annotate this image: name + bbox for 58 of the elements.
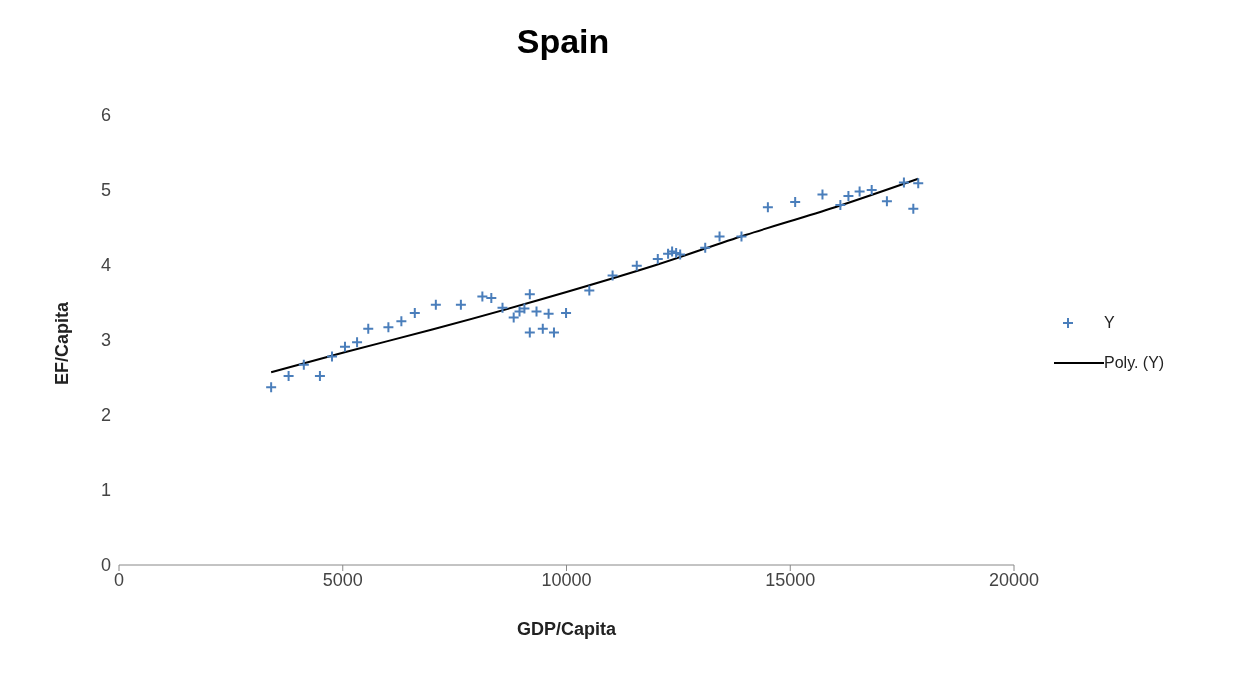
point [523, 326, 536, 339]
y-tick-label: 0 [100, 555, 111, 576]
point [713, 230, 726, 243]
point [395, 315, 408, 328]
point [651, 253, 664, 265]
point [853, 185, 866, 198]
y-tick-label: 3 [100, 330, 111, 351]
point [265, 381, 278, 394]
point [507, 311, 520, 324]
point [761, 201, 774, 214]
y-tick-label: 6 [100, 105, 111, 126]
point [282, 370, 295, 382]
point [523, 288, 536, 301]
point [429, 298, 442, 311]
point [789, 196, 802, 208]
point [530, 305, 543, 318]
legend-label: Y [1104, 314, 1115, 332]
point [907, 202, 920, 215]
point [485, 292, 498, 304]
line-series [270, 177, 920, 374]
legend-label: Poly. (Y) [1104, 354, 1165, 372]
x-tick-label: 10000 [541, 569, 592, 590]
point [313, 370, 326, 382]
point [842, 190, 855, 202]
point [542, 307, 555, 320]
point [583, 284, 596, 297]
x-tick-label: 20000 [988, 569, 1040, 590]
point [912, 177, 925, 190]
point [560, 307, 573, 319]
y-tick-label: 1 [100, 480, 111, 501]
point [606, 269, 619, 282]
point [476, 290, 489, 303]
x-tick-label: 5000 [322, 569, 363, 590]
y-axis-title: EF/Capita [52, 301, 73, 385]
point [834, 199, 847, 211]
point [880, 195, 893, 208]
point [816, 188, 829, 201]
point [297, 358, 310, 371]
point [454, 298, 467, 311]
x-tick-label: 15000 [765, 569, 816, 590]
y-tick-label: 5 [100, 180, 111, 201]
y-tick-label: 2 [100, 405, 111, 426]
point [496, 301, 509, 314]
point [897, 176, 910, 189]
point [630, 259, 643, 272]
x-tick-label: 0 [113, 569, 125, 590]
x-axis-title: GDP/Capita [516, 619, 617, 639]
point [362, 322, 375, 335]
point [536, 322, 549, 335]
point [547, 326, 560, 339]
point [699, 241, 712, 254]
point [408, 307, 421, 319]
point [865, 184, 878, 196]
point [382, 321, 395, 334]
chart-title: Spain [515, 22, 611, 61]
point [351, 336, 364, 349]
point [735, 230, 748, 243]
y-tick-label: 4 [100, 255, 111, 276]
